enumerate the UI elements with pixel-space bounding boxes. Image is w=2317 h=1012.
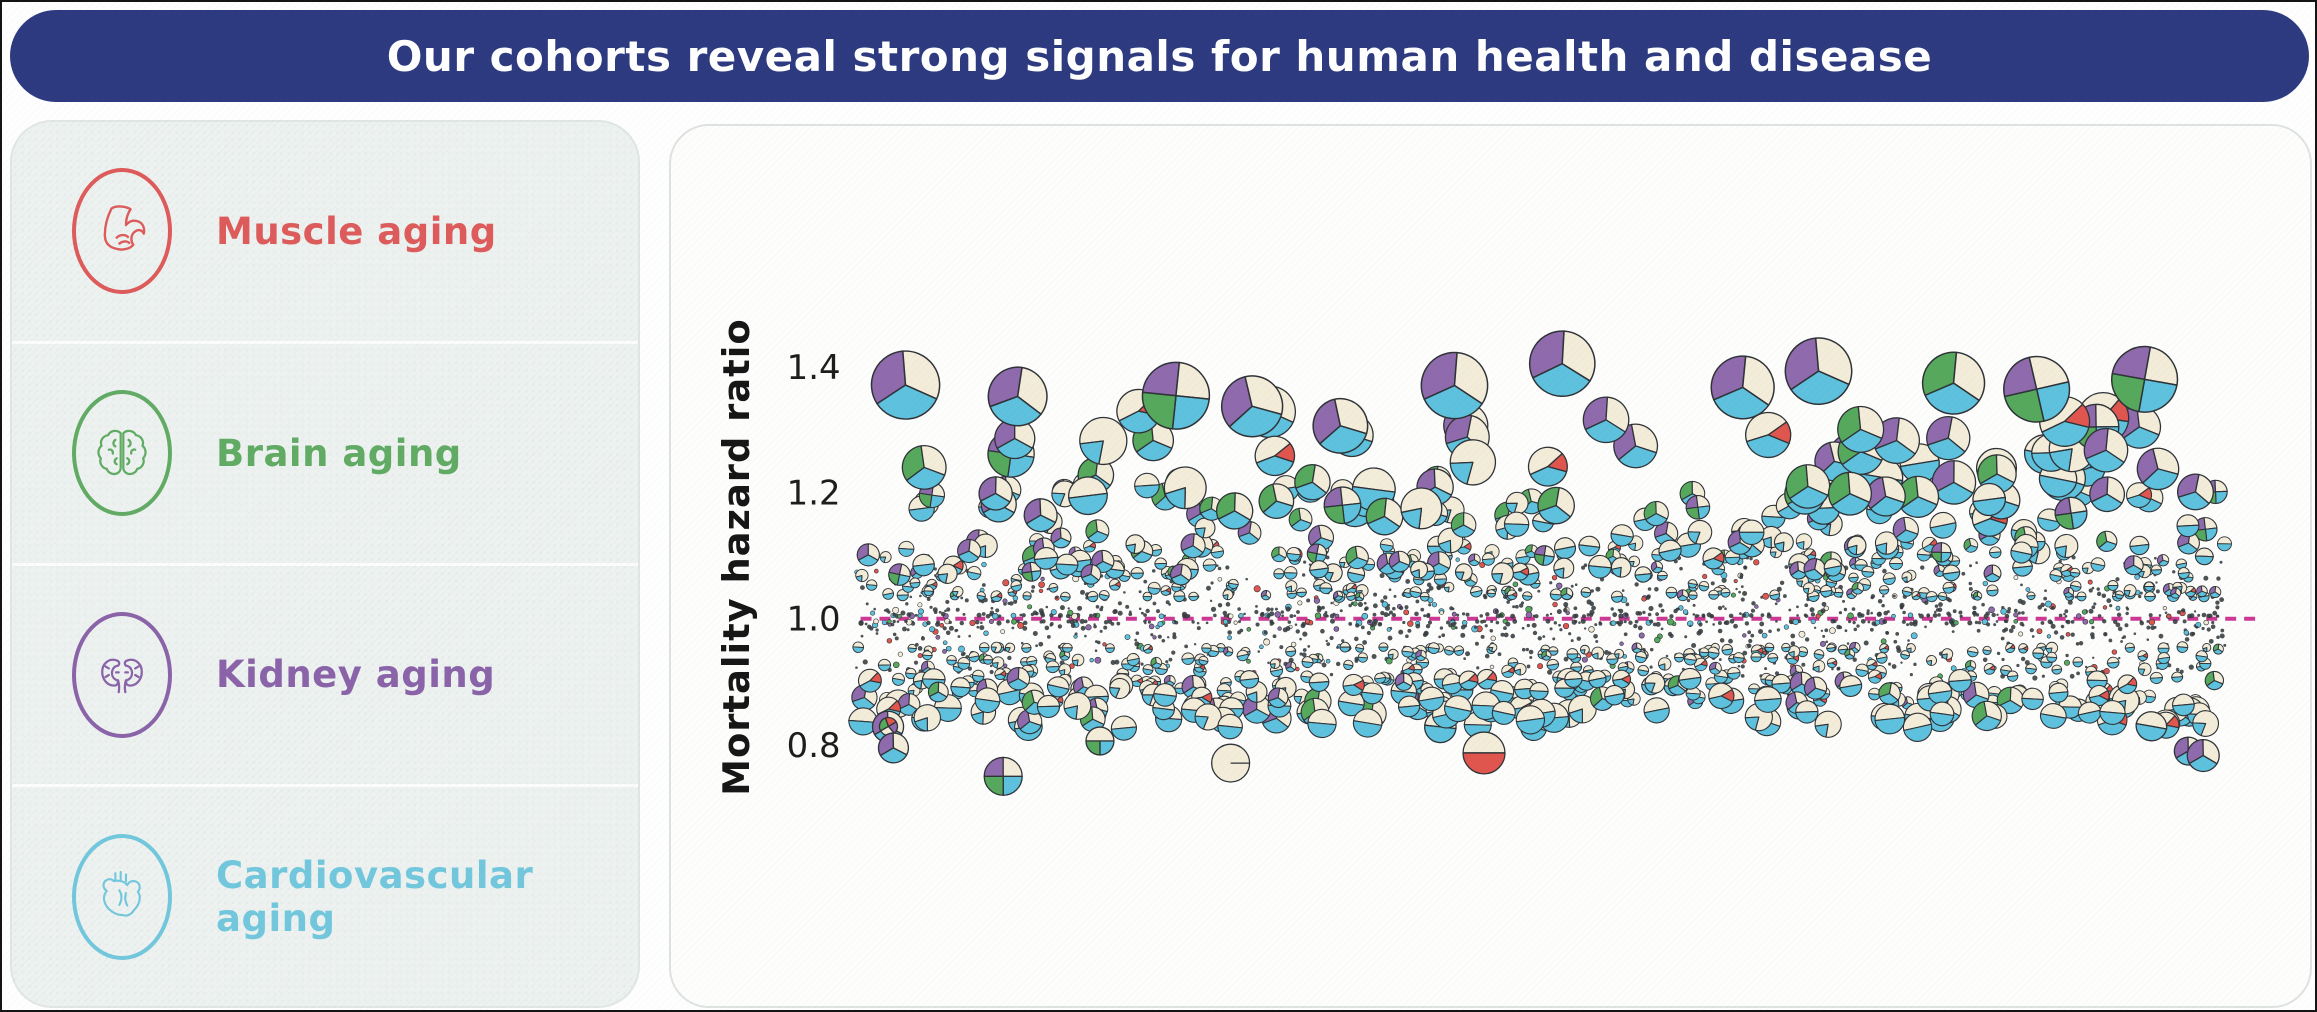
chart-panel: 0.8 1.0 1.2 1.4 Mortality hazard ratio (669, 124, 2312, 1008)
xl-pies-above (870, 330, 2179, 454)
sidebar-item-cardiovascular-aging: Cardiovascular aging (12, 787, 638, 1006)
svg-text:Mortality hazard ratio: Mortality hazard ratio (715, 318, 758, 795)
small-pies-above (855, 532, 2232, 603)
specks-below (855, 618, 2227, 681)
hazard-scatter-svg: 0.8 1.0 1.2 1.4 Mortality hazard ratio (715, 318, 2262, 796)
sidebar-item-muscle-aging: Muscle aging (12, 122, 638, 344)
header-banner: Our cohorts reveal strong signals for hu… (10, 10, 2309, 102)
page-title: Our cohorts reveal strong signals for hu… (386, 31, 1933, 81)
sidebar-item-kidney-aging: Kidney aging (12, 566, 638, 788)
heart-icon (72, 833, 172, 960)
featured-outlier-points (877, 716, 2220, 796)
brain-icon (72, 390, 172, 517)
sidebar-item-label: Kidney aging (216, 653, 496, 697)
svg-text:0.8: 0.8 (787, 726, 841, 765)
svg-text:1.0: 1.0 (787, 600, 841, 639)
sidebar-item-label: Brain aging (216, 431, 462, 475)
medium-pies-below (848, 666, 2224, 744)
y-axis: 0.8 1.0 1.2 1.4 Mortality hazard ratio (715, 318, 841, 795)
svg-text:1.4: 1.4 (787, 348, 841, 387)
sidebar-item-label: Cardiovascular aging (216, 853, 534, 940)
sidebar-item-label: Muscle aging (216, 209, 497, 253)
svg-text:1.2: 1.2 (787, 473, 841, 512)
bicep-icon (72, 168, 172, 295)
sidebar-item-brain-aging: Brain aging (12, 344, 638, 566)
cohort-sidebar: Muscle aging Brain aging (10, 120, 640, 1008)
kidney-icon (72, 611, 172, 738)
